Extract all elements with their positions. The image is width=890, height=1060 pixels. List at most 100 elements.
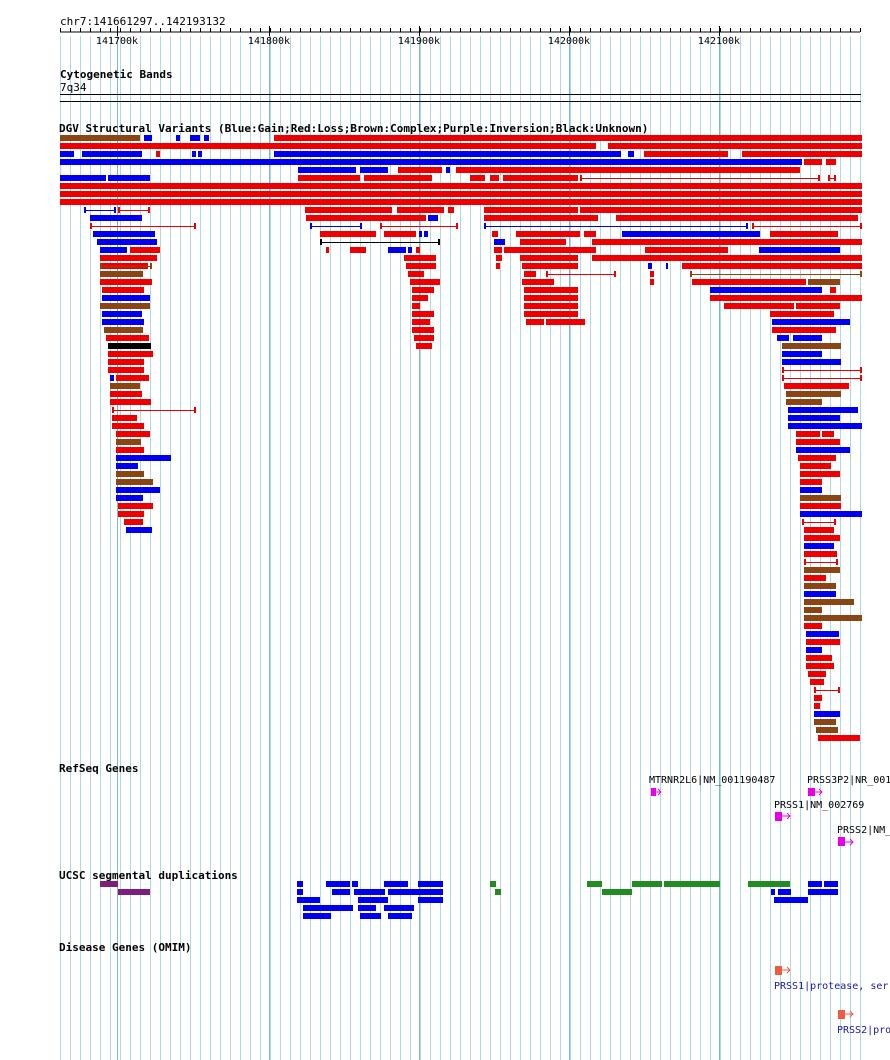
dgv-feature[interactable] (800, 503, 841, 509)
dgv-feature[interactable] (814, 711, 840, 717)
dgv-feature[interactable] (360, 167, 388, 173)
dgv-feature[interactable] (198, 151, 202, 157)
dgv-feature[interactable] (126, 527, 152, 533)
dgv-feature[interactable] (804, 535, 840, 541)
dgv-feature[interactable] (82, 151, 142, 157)
dgv-feature[interactable] (388, 247, 406, 253)
dgv-feature[interactable] (796, 431, 820, 437)
dgv-feature[interactable] (806, 663, 834, 669)
dgv-feature[interactable] (804, 623, 822, 629)
dgv-feature[interactable] (777, 335, 789, 341)
dgv-feature[interactable] (204, 135, 209, 141)
dgv-feature[interactable] (800, 471, 840, 477)
dgv-feature[interactable] (397, 207, 444, 213)
segdup-feature[interactable] (326, 881, 350, 887)
dgv-feature[interactable] (808, 671, 826, 677)
dgv-feature[interactable] (60, 151, 74, 157)
dgv-feature[interactable] (350, 247, 366, 253)
dgv-feature-range[interactable] (580, 175, 820, 181)
dgv-feature[interactable] (490, 175, 499, 181)
dgv-feature[interactable] (806, 631, 839, 637)
refseq-gene-label-prss3p2[interactable]: PRSS3P2|NR_001 (807, 775, 890, 786)
dgv-feature[interactable] (408, 271, 424, 277)
dgv-feature[interactable] (274, 135, 862, 141)
refseq-gene-mtrnr2l6[interactable] (651, 788, 662, 796)
segdup-features[interactable] (100, 881, 838, 919)
dgv-feature[interactable] (108, 359, 144, 365)
dgv-feature[interactable] (100, 303, 150, 309)
dgv-feature[interactable] (798, 455, 836, 461)
dgv-feature[interactable] (800, 463, 831, 469)
dgv-feature[interactable] (786, 399, 822, 405)
dgv-feature[interactable] (800, 495, 841, 501)
segdup-feature[interactable] (418, 897, 443, 903)
dgv-feature[interactable] (110, 375, 114, 381)
dgv-feature[interactable] (130, 247, 160, 253)
dgv-feature[interactable] (526, 319, 544, 325)
dgv-feature-range[interactable] (690, 271, 862, 277)
dgv-feature[interactable] (320, 231, 376, 237)
dgv-feature[interactable] (650, 279, 654, 285)
dgv-feature[interactable] (116, 479, 153, 485)
dgv-feature[interactable] (796, 447, 850, 453)
segdup-feature[interactable] (495, 889, 501, 895)
dgv-feature[interactable] (524, 303, 578, 309)
dgv-feature[interactable] (116, 455, 171, 461)
dgv-feature[interactable] (650, 271, 654, 277)
dgv-feature[interactable] (793, 335, 822, 341)
segdup-feature[interactable] (824, 881, 838, 887)
dgv-feature[interactable] (116, 439, 141, 445)
dgv-feature[interactable] (814, 695, 822, 701)
dgv-feature[interactable] (788, 423, 862, 429)
dgv-feature[interactable] (100, 271, 143, 277)
dgv-feature[interactable] (710, 295, 862, 301)
dgv-feature[interactable] (742, 151, 862, 157)
segdup-feature[interactable] (664, 881, 720, 887)
dgv-feature[interactable] (412, 295, 428, 301)
dgv-feature[interactable] (644, 151, 728, 157)
segdup-feature[interactable] (808, 889, 838, 895)
dgv-feature[interactable] (496, 263, 500, 269)
dgv-feature[interactable] (428, 215, 438, 221)
dgv-feature[interactable] (104, 327, 143, 333)
dgv-feature[interactable] (100, 255, 157, 261)
segdup-feature[interactable] (303, 905, 353, 911)
dgv-feature[interactable] (93, 231, 155, 237)
segdup-feature[interactable] (297, 881, 303, 887)
segdup-feature[interactable] (297, 889, 303, 895)
dgv-feature[interactable] (116, 447, 144, 453)
dgv-feature[interactable] (108, 351, 153, 357)
dgv-feature[interactable] (504, 247, 596, 253)
dgv-feature[interactable] (724, 303, 794, 309)
dgv-feature-range[interactable] (828, 175, 836, 181)
dgv-feature[interactable] (192, 151, 196, 157)
dgv-feature[interactable] (818, 735, 860, 741)
dgv-feature[interactable] (274, 151, 621, 157)
dgv-feature[interactable] (492, 231, 498, 237)
dgv-feature[interactable] (770, 311, 834, 317)
segdup-feature[interactable] (632, 881, 662, 887)
dgv-feature[interactable] (806, 639, 840, 645)
dgv-feature[interactable] (524, 311, 578, 317)
dgv-feature[interactable] (796, 439, 840, 445)
dgv-feature[interactable] (448, 207, 454, 213)
dgv-feature[interactable] (788, 407, 858, 413)
dgv-feature[interactable] (102, 311, 142, 317)
dgv-feature[interactable] (666, 263, 668, 269)
dgv-feature[interactable] (60, 135, 140, 141)
dgv-feature[interactable] (808, 279, 840, 285)
dgv-feature[interactable] (804, 543, 834, 549)
refseq-gene-prss3p2[interactable] (808, 788, 823, 796)
dgv-feature[interactable] (804, 551, 837, 557)
segdup-feature[interactable] (384, 881, 408, 887)
dgv-feature[interactable] (522, 263, 578, 269)
dgv-feature[interactable] (412, 311, 434, 317)
dgv-feature[interactable] (804, 615, 862, 621)
dgv-feature[interactable] (102, 287, 144, 293)
dgv-feature[interactable] (804, 575, 826, 581)
segdup-feature[interactable] (358, 905, 376, 911)
dgv-feature[interactable] (190, 135, 200, 141)
dgv-feature[interactable] (520, 255, 578, 261)
dgv-feature[interactable] (470, 175, 485, 181)
dgv-feature[interactable] (782, 343, 841, 349)
